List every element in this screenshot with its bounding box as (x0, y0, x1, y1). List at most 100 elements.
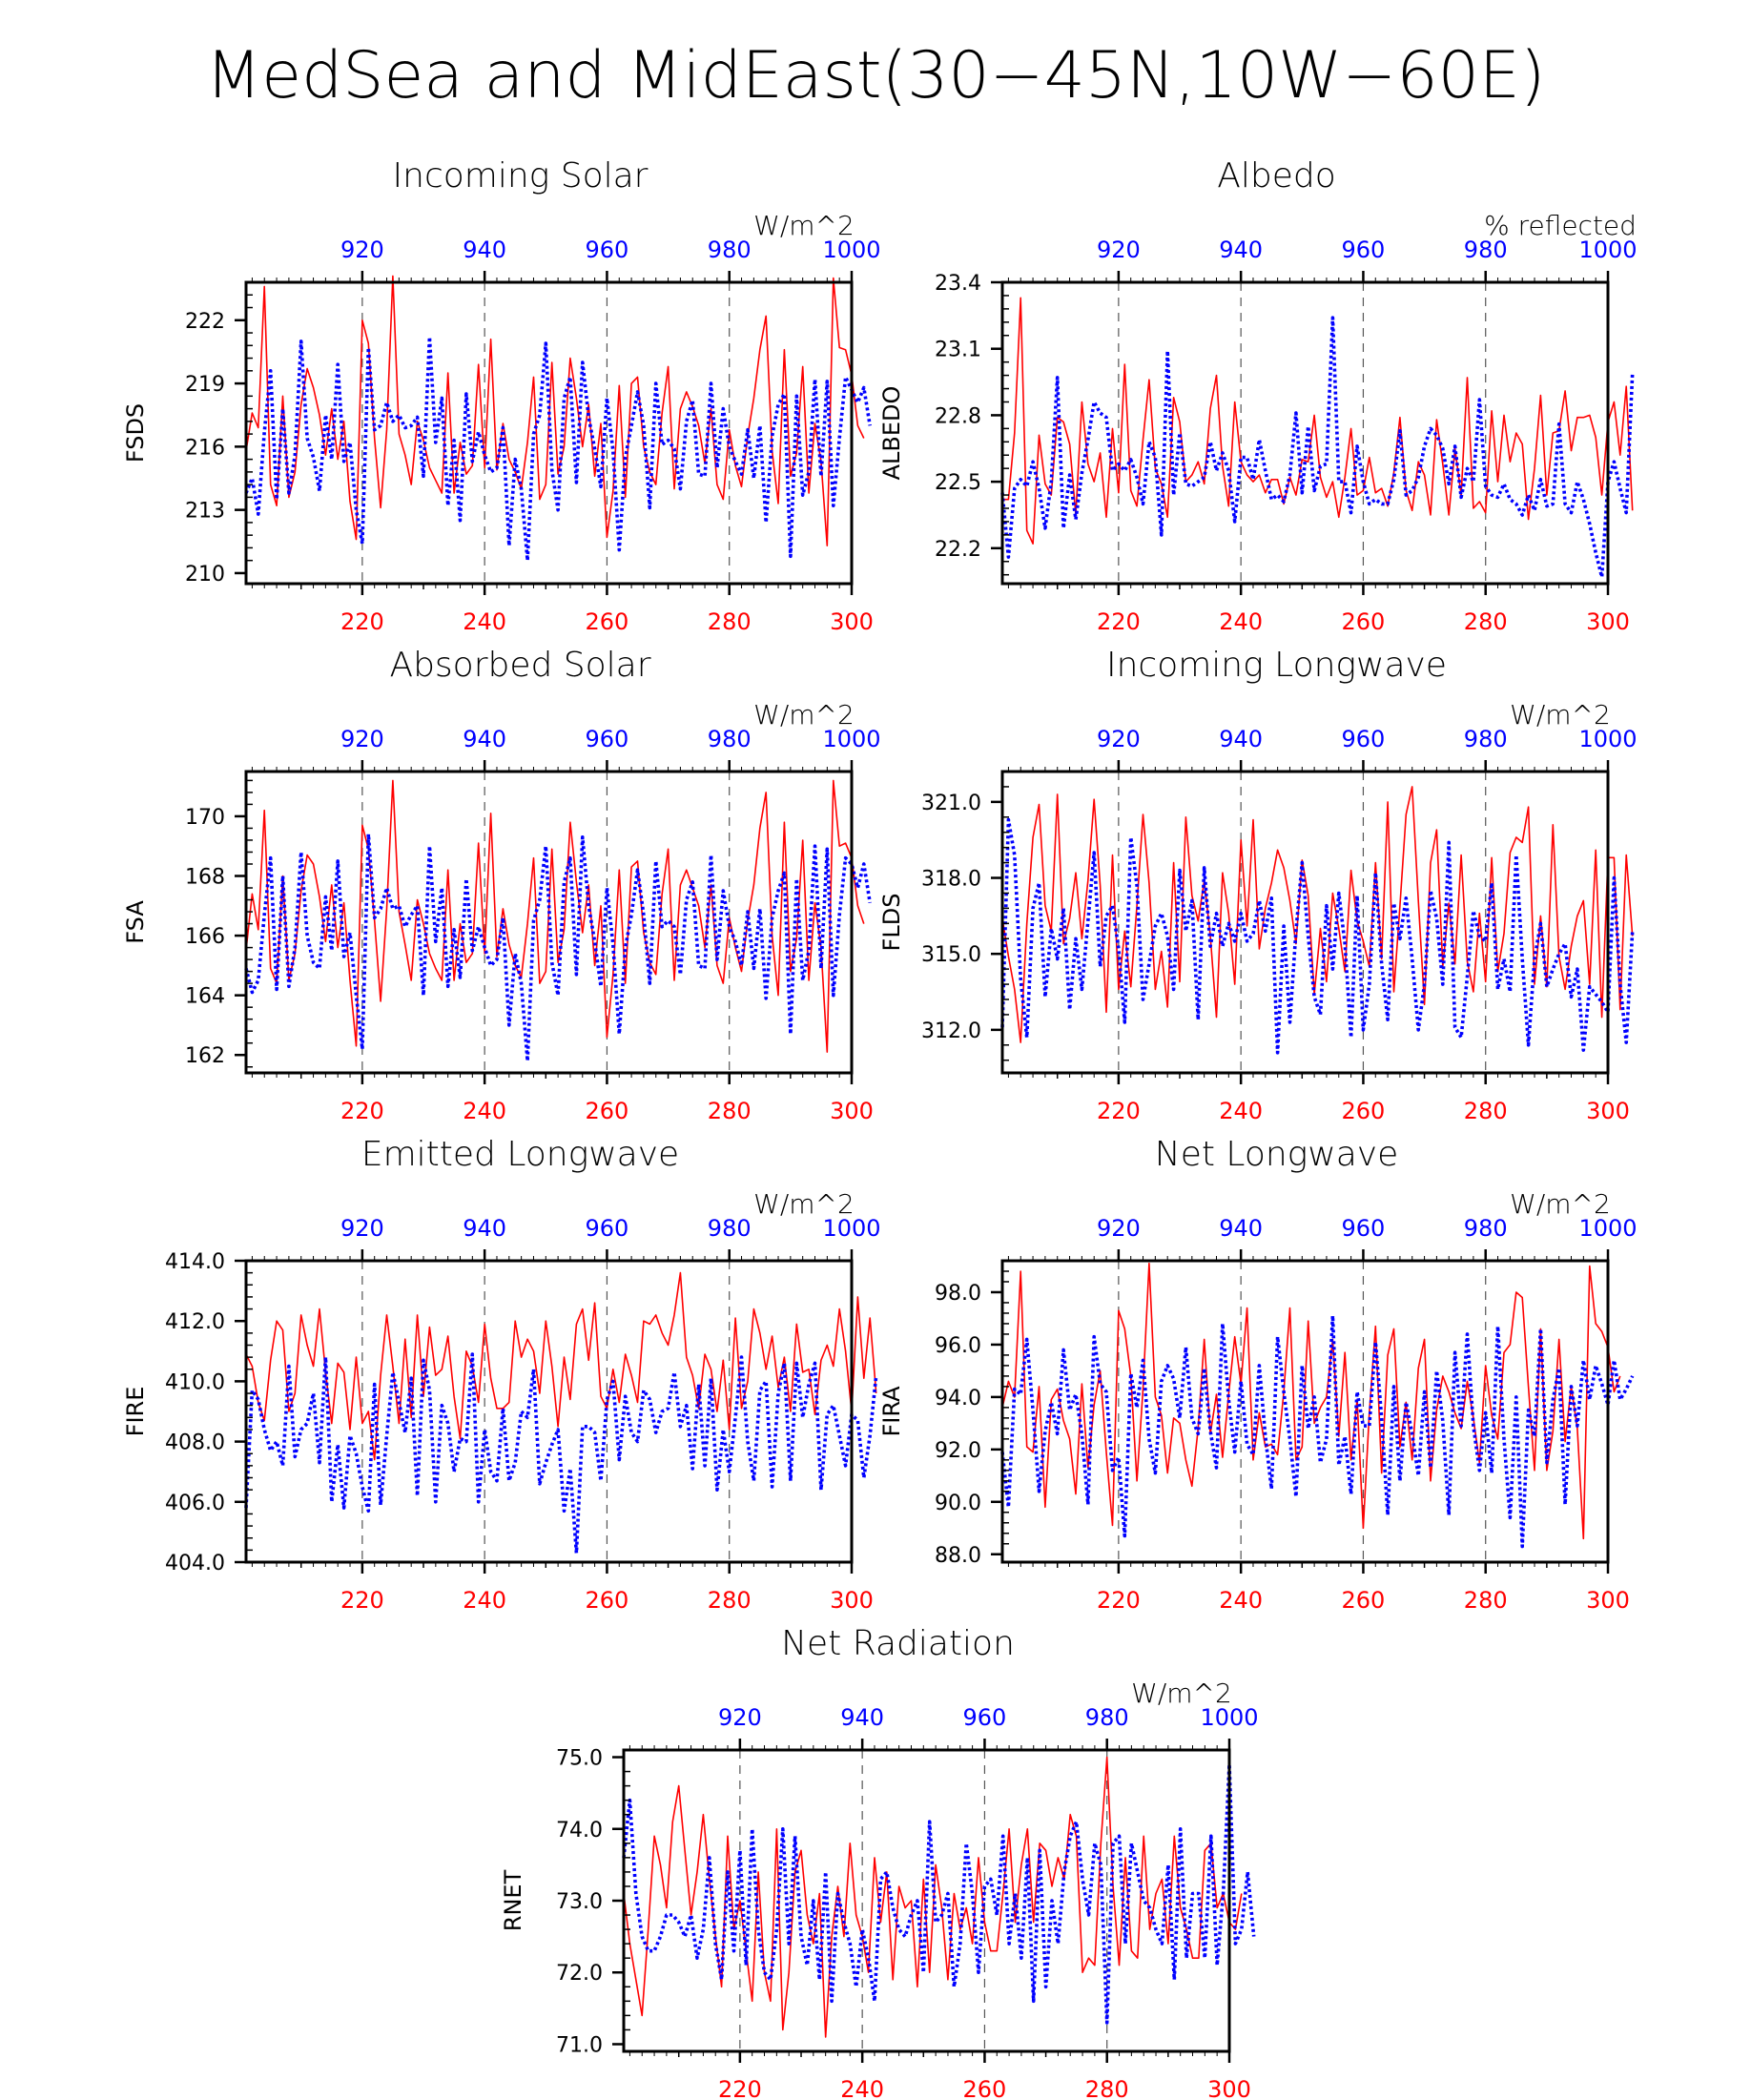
x-tick-label-bottom: 300 (1207, 2076, 1251, 2100)
y-axis-label: FSA (122, 900, 149, 944)
x-tick-label-top: 960 (586, 726, 629, 752)
units-label: W/m^2 (1131, 1678, 1232, 1709)
y-tick-label: 22.2 (935, 538, 981, 562)
chart-panel-albedo: Albedo % reflected ALBEDO 22.2 22.5 22.8 23.1 2… (878, 156, 1638, 635)
chart-title: Albedo (1217, 156, 1336, 196)
y-tick-label: 74.0 (556, 1819, 603, 1843)
y-tick-label: 72.0 (556, 1962, 603, 1986)
x-tick-label-top: 960 (963, 1704, 1007, 1731)
chart-title: Net Radiation (781, 1624, 1015, 1663)
series-line-red (245, 779, 865, 1053)
page-title: MedSea and MidEast(30−45N,10W−60E) (206, 38, 1546, 113)
x-tick-label-bottom: 240 (840, 2076, 884, 2100)
x-tick-label-top: 1000 (822, 726, 880, 752)
chart-panel-flds: Incoming Longwave W/m^2 FLDS 312.0 315.0 318.… (878, 646, 1638, 1124)
x-tick-label-top: 940 (1219, 1215, 1263, 1242)
x-tick-label-top: 1000 (1578, 1215, 1637, 1242)
x-tick-label-top: 1000 (1578, 237, 1637, 263)
x-tick-label-bottom: 220 (340, 1587, 384, 1614)
y-tick-label: 90.0 (935, 1492, 981, 1515)
x-tick-label-bottom: 280 (1464, 608, 1508, 635)
x-tick-label-bottom: 240 (1219, 608, 1263, 635)
chart-panel-fira: Net Longwave W/m^2 FIRA 88.0 90.0 92.0 94.0 96.… (878, 1135, 1638, 1614)
x-tick-label-bottom: 260 (1342, 1098, 1386, 1124)
x-tick-label-top: 940 (840, 1704, 884, 1731)
x-tick-label-bottom: 300 (1586, 608, 1630, 635)
y-tick-label: 412.0 (165, 1310, 225, 1334)
x-tick-label-top: 960 (1342, 1215, 1386, 1242)
x-tick-label-top: 980 (1464, 237, 1508, 263)
units-label: % reflected (1484, 210, 1637, 241)
y-tick-label: 406.0 (165, 1492, 225, 1515)
chart-panel-fsds: Incoming Solar W/m^2 FSDS 210 213 216 219 222 22… (122, 156, 881, 635)
units-label: W/m^2 (753, 1188, 855, 1220)
series-line-blue (1000, 817, 1635, 1055)
series-line-red (1001, 1262, 1621, 1540)
y-tick-label: 23.4 (935, 272, 981, 296)
x-tick-label-bottom: 260 (1342, 1587, 1386, 1614)
x-tick-label-top: 920 (340, 726, 384, 752)
series-line-red (1001, 786, 1634, 1043)
chart-title: Incoming Solar (393, 156, 649, 196)
y-axis-label: FIRE (122, 1387, 149, 1437)
y-tick-label: 404.0 (165, 1552, 225, 1575)
plot-frame (1000, 770, 1610, 1075)
y-tick-label: 312.0 (921, 1019, 981, 1043)
plot-frame (244, 280, 854, 586)
chart-title: Emitted Longwave (361, 1135, 679, 1174)
x-tick-label-bottom: 240 (463, 1587, 506, 1614)
y-tick-label: 219 (185, 373, 225, 397)
x-tick-label-top: 980 (708, 237, 752, 263)
x-tick-label-top: 920 (1097, 726, 1141, 752)
x-tick-label-bottom: 300 (830, 1587, 874, 1614)
x-tick-label-top: 960 (586, 1215, 629, 1242)
y-axis-label: FIRA (878, 1386, 905, 1437)
x-tick-label-top: 960 (586, 237, 629, 263)
x-tick-label-bottom: 240 (1219, 1098, 1263, 1124)
y-tick-label: 73.0 (556, 1890, 603, 1914)
x-tick-label-top: 920 (340, 237, 384, 263)
x-tick-label-bottom: 240 (1219, 1587, 1263, 1614)
x-tick-label-bottom: 300 (830, 608, 874, 635)
x-tick-label-bottom: 220 (340, 1098, 384, 1124)
y-tick-label: 22.5 (935, 471, 981, 495)
x-tick-label-top: 1000 (1578, 726, 1637, 752)
y-tick-label: 408.0 (165, 1431, 225, 1455)
y-tick-label: 22.8 (935, 404, 981, 428)
series-line-blue (1000, 1313, 1635, 1549)
y-tick-label: 315.0 (921, 943, 981, 967)
x-tick-label-bottom: 240 (463, 1098, 506, 1124)
y-axis-label: ALBEDO (878, 386, 905, 481)
y-tick-label: 164 (185, 985, 225, 1009)
x-tick-label-bottom: 280 (1464, 1098, 1508, 1124)
y-axis-label: RNET (500, 1869, 526, 1931)
series-line-blue (1000, 316, 1635, 579)
y-tick-label: 216 (185, 436, 225, 460)
x-tick-label-bottom: 280 (708, 1098, 752, 1124)
x-tick-label-bottom: 300 (1586, 1098, 1630, 1124)
series-line-blue (244, 335, 872, 563)
y-tick-label: 71.0 (556, 2033, 603, 2057)
x-tick-label-bottom: 220 (340, 608, 384, 635)
chart-title: Incoming Longwave (1106, 646, 1447, 685)
y-tick-label: 321.0 (921, 792, 981, 815)
x-tick-label-top: 960 (1342, 237, 1386, 263)
x-tick-label-bottom: 220 (1097, 1098, 1141, 1124)
x-tick-label-bottom: 240 (463, 608, 506, 635)
plot-frame (1000, 1259, 1610, 1564)
chart-panel-fsa: Absorbed Solar W/m^2 FSA 162 164 166 168 170 220… (122, 646, 881, 1124)
y-tick-label: 23.1 (935, 339, 981, 362)
x-tick-label-bottom: 300 (830, 1098, 874, 1124)
x-tick-label-top: 940 (463, 237, 506, 263)
units-label: W/m^2 (1510, 699, 1611, 731)
series-line-red (245, 1271, 877, 1461)
x-tick-label-bottom: 260 (586, 1098, 629, 1124)
series-line-red (623, 1756, 1243, 2038)
y-tick-label: 222 (185, 310, 225, 334)
units-label: W/m^2 (753, 699, 855, 731)
plot-frame (244, 1259, 854, 1564)
y-axis-label: FSDS (122, 403, 149, 463)
x-tick-label-top: 940 (463, 1215, 506, 1242)
x-tick-label-bottom: 220 (1097, 1587, 1141, 1614)
